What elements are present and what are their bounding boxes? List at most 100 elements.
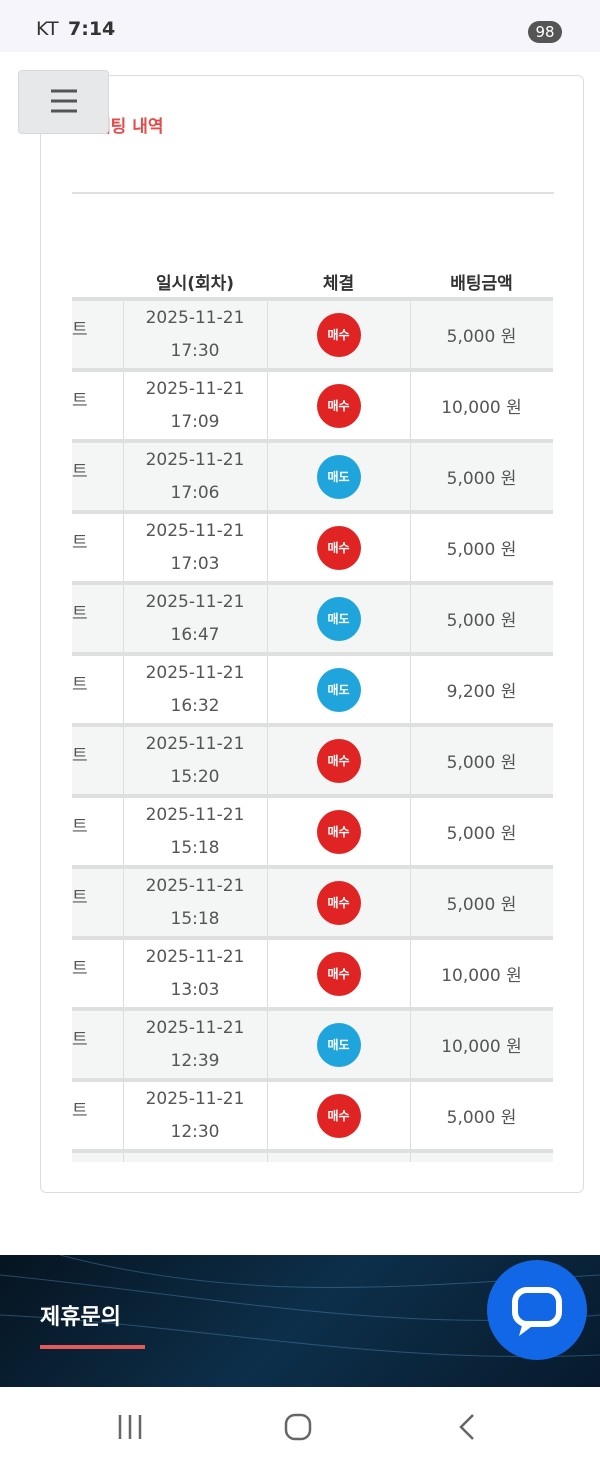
- amount: 10,000 원: [441, 1037, 522, 1057]
- cell: 2025-11-21 13:03: [123, 940, 268, 1007]
- table-row: 트 2025-11-21 17:09 매수 10,000 원: [72, 368, 553, 439]
- cell: 10,000 원: [410, 372, 553, 439]
- round-fragment: 트: [72, 817, 88, 837]
- cell: 5,000 원: [410, 727, 553, 794]
- date: 2025-11-21: [145, 378, 245, 399]
- cell: 5,000 원: [410, 301, 553, 368]
- date: 2025-11-21: [145, 662, 245, 683]
- amount: 5,000 원: [446, 469, 517, 489]
- amount: 5,000 원: [446, 824, 517, 844]
- cell: 매수: [267, 514, 411, 581]
- cell: 2025-11-21 17:09: [123, 372, 268, 439]
- card: 배팅 내역: [40, 75, 584, 1193]
- round-fragment: 트: [72, 888, 88, 908]
- cell: 5,000 원: [410, 798, 553, 865]
- date: 2025-11-21: [145, 591, 245, 612]
- cell: 매수: [267, 372, 411, 439]
- side-badge: 매수: [316, 525, 361, 570]
- cell: 5,000 원: [410, 1082, 553, 1149]
- side-badge: 매수: [316, 738, 361, 783]
- cell: 5,000 원: [410, 443, 553, 510]
- cell: 매수: [267, 869, 411, 936]
- chat-icon: [512, 1287, 562, 1336]
- date: 2025-11-21: [145, 946, 245, 967]
- cell: 매도: [267, 443, 411, 510]
- cell: 2025-11-21 16:32: [123, 656, 268, 723]
- table-row: 트 2025-11-21 16:47 매도 5,000 원: [72, 581, 553, 652]
- date: 2025-11-21: [145, 804, 245, 825]
- header-cell: 체결: [322, 274, 355, 294]
- cell: 2025-11-21 17:03: [123, 514, 268, 581]
- table-header: 일시(회차) 체결 배팅금액: [72, 265, 553, 297]
- side-badge: 매도: [316, 667, 361, 712]
- cell: 트: [72, 727, 124, 794]
- date: 2025-11-21: [146, 1154, 245, 1163]
- cell: 트: [72, 656, 124, 723]
- side-badge: 매수: [316, 951, 361, 996]
- round-fragment: 트: [72, 1030, 88, 1050]
- cell: 트: [72, 1153, 124, 1162]
- table-row: 트 2025-11-21 15:20 매수 5,000 원: [72, 723, 553, 794]
- cell: 매수: [267, 1153, 411, 1162]
- round-fragment: 트: [72, 675, 88, 695]
- header-cell: 일시(회차): [155, 274, 235, 294]
- amount: 5,000 원: [446, 895, 517, 915]
- nav-icons: [118, 1413, 474, 1441]
- cell: 2025-11-21 16:47: [123, 585, 268, 652]
- cell: 5,000 원: [410, 585, 553, 652]
- nav-bar: [0, 1387, 600, 1467]
- round-fragment: 트: [72, 320, 88, 340]
- side-badge: 매수: [316, 312, 361, 357]
- time: 12:30: [170, 1121, 220, 1142]
- round-fragment: 트: [72, 462, 88, 482]
- carrier: KT: [36, 18, 59, 40]
- amount: 5,000 원: [446, 327, 517, 347]
- menu-button[interactable]: [18, 70, 109, 134]
- cell: 트: [72, 443, 124, 510]
- cell: 트: [72, 514, 124, 581]
- battery: 98: [528, 21, 562, 43]
- side-badge: 매수: [316, 880, 361, 925]
- cell: 매수: [267, 798, 411, 865]
- cell: 매도: [267, 656, 411, 723]
- round-fragment: 트: [72, 604, 88, 624]
- amount: 5,000 원: [446, 540, 517, 560]
- table-row: 트 2025-11-21 16:32 매도 9,200 원: [72, 652, 553, 723]
- round-fragment: 트: [72, 959, 88, 979]
- table-row: 트 2025-11-21 12:39 매도 10,000 원: [72, 1007, 553, 1078]
- cell: 트: [72, 301, 124, 368]
- cell: 트: [72, 372, 124, 439]
- time: 15:20: [170, 766, 220, 787]
- date: 2025-11-21: [145, 449, 245, 470]
- cell: 2025-11-21 15:18: [123, 798, 268, 865]
- cell: 매수: [267, 301, 411, 368]
- table-row: 트 2025-11-21 17:06 매도 5,000 원: [72, 439, 553, 510]
- bet-table: 일시(회차) 체결 배팅금액 트 2025-11-21 17:30 매수 5,000 원 트 20…: [72, 265, 553, 1162]
- cell: 트: [72, 940, 124, 1007]
- chat-button[interactable]: [487, 1260, 587, 1360]
- date: 2025-11-21: [145, 307, 245, 328]
- divider: [72, 192, 554, 194]
- time: 17:30: [170, 340, 220, 361]
- time: 13:03: [170, 979, 220, 1000]
- cell: 2025-11-21 12:30: [123, 1082, 268, 1149]
- footer-title: 제휴문의: [40, 1305, 121, 1330]
- round-fragment: 트: [72, 533, 88, 553]
- cell: 9,200 원: [410, 656, 553, 723]
- cell: 매도: [267, 1011, 411, 1078]
- amount: 9,200 원: [446, 682, 517, 702]
- time: 16:47: [170, 624, 220, 645]
- cell: 2025-11-21 17:06: [123, 443, 268, 510]
- amount: 5,000 원: [446, 753, 517, 773]
- side-badge: 매수: [316, 383, 361, 428]
- header-cell: 배팅금액: [450, 274, 513, 294]
- time: 17:06: [170, 482, 220, 503]
- table-row: 트 2025-11-21 17:30 매수 5,000 원: [72, 297, 553, 368]
- cell: 2025-11-21 15:18: [123, 869, 268, 936]
- cell: 매수: [267, 1082, 411, 1149]
- table-row: 트 2025-11-21 15:18 매수 5,000 원: [72, 794, 553, 865]
- date: 2025-11-21: [145, 520, 245, 541]
- date: 2025-11-21: [145, 875, 245, 896]
- cell: 2025-11-21 12:39: [123, 1011, 268, 1078]
